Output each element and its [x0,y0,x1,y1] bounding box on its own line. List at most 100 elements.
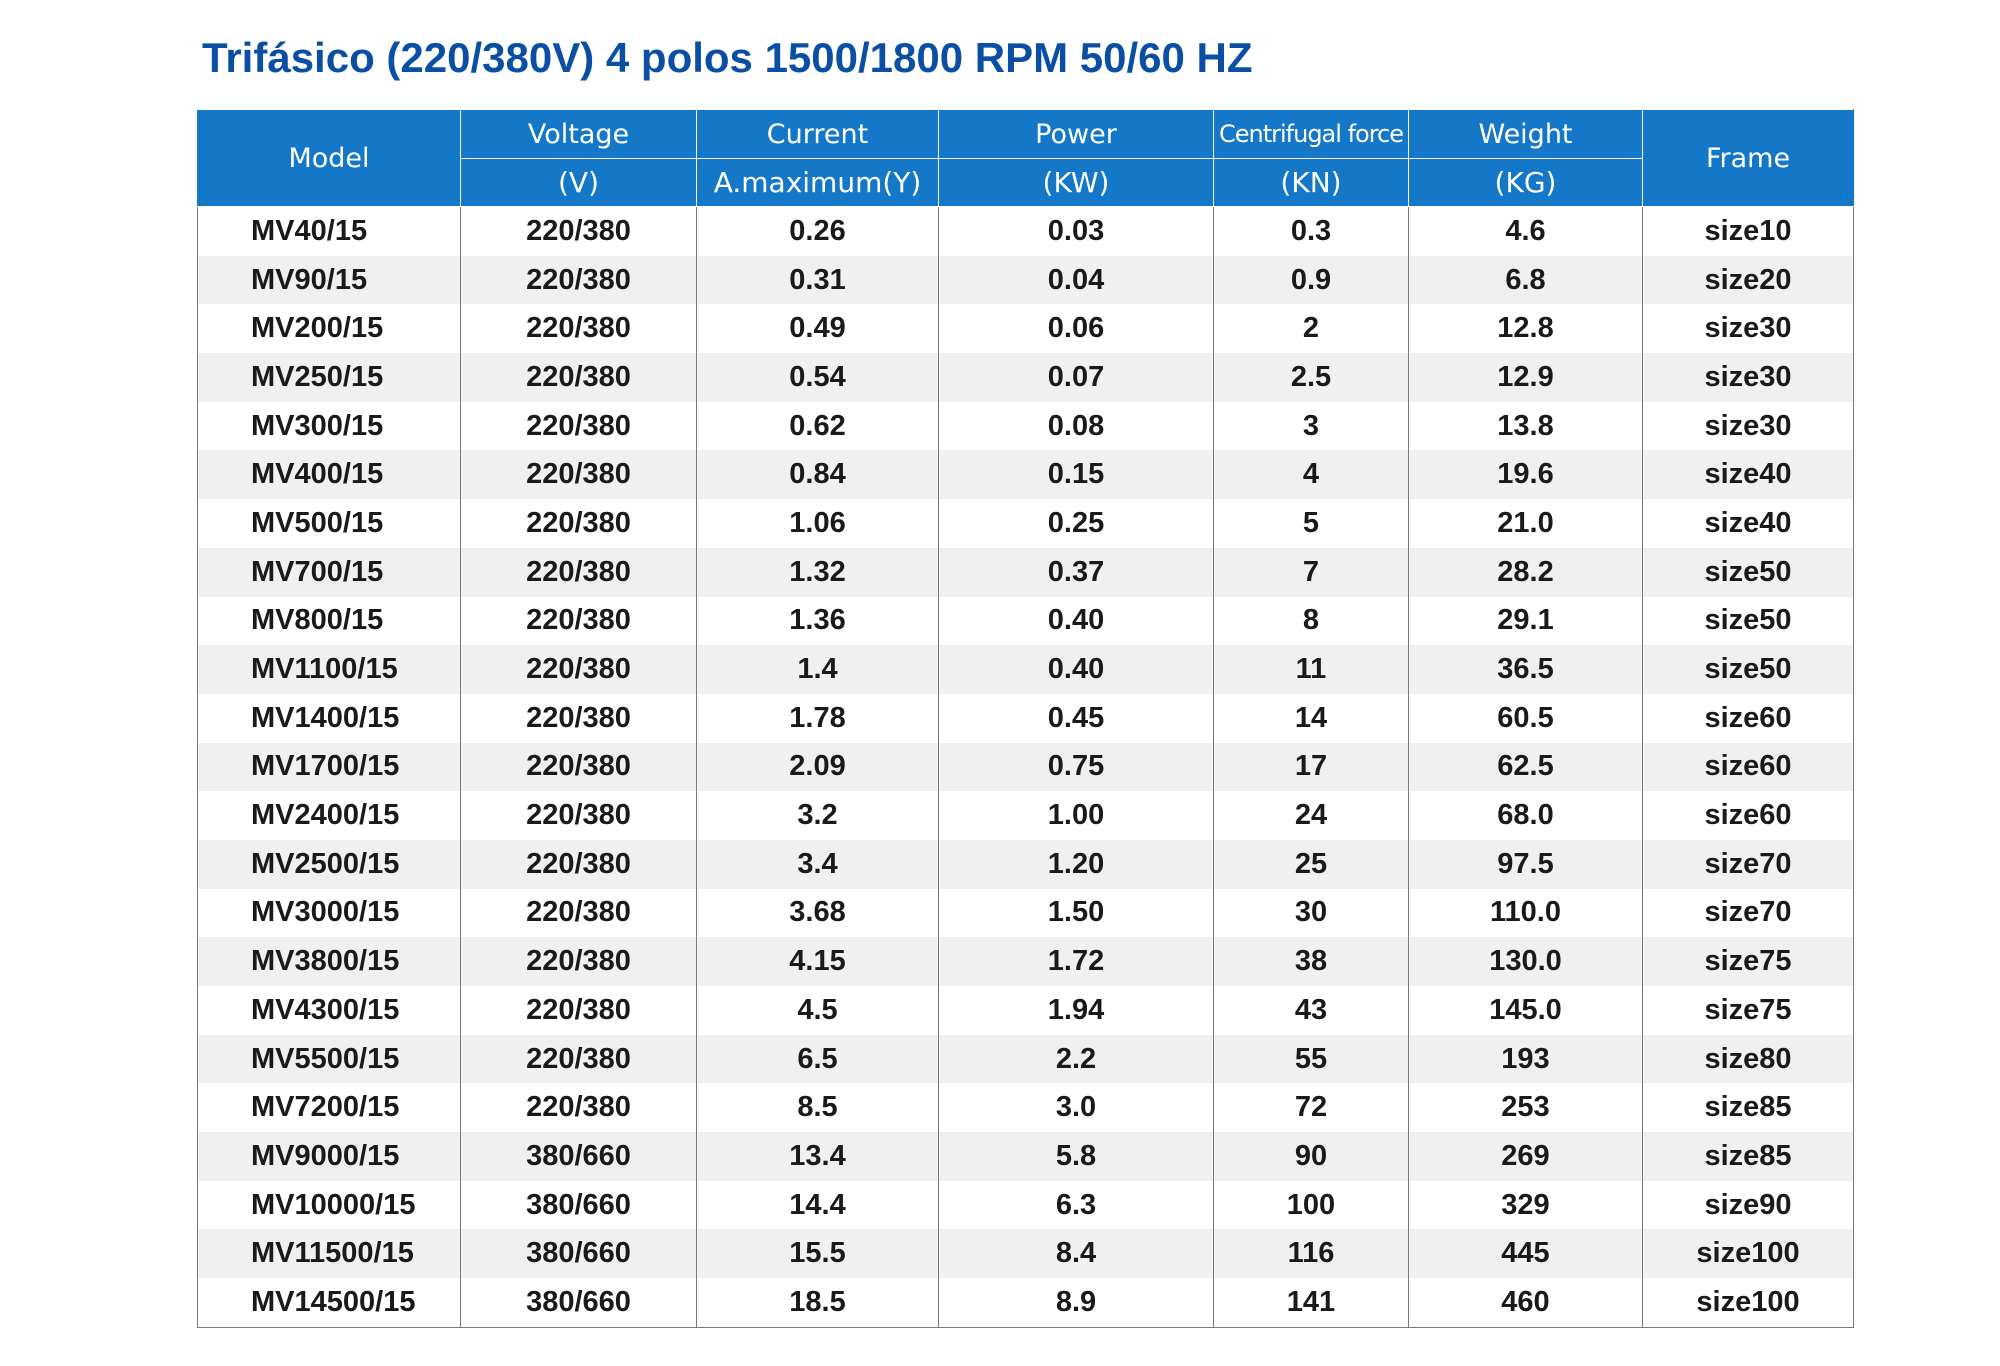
voltage-cell: 220/380 [460,937,697,986]
current-cell: 1.32 [696,547,939,597]
power-cell: 0.45 [938,693,1214,743]
weight-cell: 13.8 [1408,401,1643,451]
power-cell: 5.8 [938,1132,1214,1181]
table-row: MV9000/15 380/660 13.4 5.8 90 269 size85 [197,1132,1854,1181]
current-cell: 0.26 [696,206,939,256]
current-cell: 0.54 [696,353,939,402]
table-row: MV10000/15 380/660 14.4 6.3 100 329 size90 [197,1180,1854,1230]
voltage-cell: 220/380 [460,499,697,548]
model-cell: MV5500/15 [197,1034,461,1084]
current-cell: 4.15 [696,937,939,986]
model-cell: MV500/15 [197,499,461,548]
weight-cell: 21.0 [1408,499,1643,548]
power-cell: 8.9 [938,1278,1214,1328]
weight-cell: 193 [1408,1034,1643,1084]
current-cell: 14.4 [696,1180,939,1230]
centrifugal-force-cell: 2 [1213,304,1409,354]
voltage-cell: 380/660 [460,1229,697,1279]
centrifugal-force-cell: 2.5 [1213,353,1409,402]
power-cell: 0.37 [938,547,1214,597]
power-cell: 1.72 [938,937,1214,986]
table-row: MV2500/15 220/380 3.4 1.20 25 97.5 size70 [197,839,1854,889]
voltage-cell: 220/380 [460,742,697,792]
frame-cell: size100 [1642,1278,1854,1328]
frame-cell: size50 [1642,645,1854,694]
model-cell: MV800/15 [197,596,461,646]
weight-cell: 329 [1408,1180,1643,1230]
model-cell: MV10000/15 [197,1180,461,1230]
table-row: MV700/15 220/380 1.32 0.37 7 28.2 size50 [197,547,1854,597]
power-cell: 3.0 [938,1083,1214,1133]
voltage-cell: 220/380 [460,888,697,938]
current-cell: 1.78 [696,693,939,743]
voltage-cell: 220/380 [460,791,697,840]
voltage-cell: 220/380 [460,986,697,1035]
frame-cell: size80 [1642,1034,1854,1084]
model-cell: MV4300/15 [197,986,461,1035]
table-row: MV500/15 220/380 1.06 0.25 5 21.0 size40 [197,499,1854,548]
weight-cell: 130.0 [1408,937,1643,986]
header-power-unit: (KW) [938,158,1214,207]
frame-cell: size60 [1642,693,1854,743]
voltage-cell: 220/380 [460,693,697,743]
power-cell: 0.03 [938,206,1214,256]
frame-cell: size85 [1642,1083,1854,1133]
voltage-cell: 220/380 [460,839,697,889]
header-power: Power [938,109,1214,159]
centrifugal-force-cell: 43 [1213,986,1409,1035]
power-cell: 8.4 [938,1229,1214,1279]
weight-cell: 460 [1408,1278,1643,1328]
centrifugal-force-cell: 24 [1213,791,1409,840]
weight-cell: 28.2 [1408,547,1643,597]
centrifugal-force-cell: 141 [1213,1278,1409,1328]
current-cell: 0.84 [696,450,939,500]
power-cell: 1.94 [938,986,1214,1035]
centrifugal-force-cell: 4 [1213,450,1409,500]
weight-cell: 60.5 [1408,693,1643,743]
centrifugal-force-cell: 100 [1213,1180,1409,1230]
voltage-cell: 220/380 [460,353,697,402]
power-cell: 0.04 [938,255,1214,305]
current-cell: 1.36 [696,596,939,646]
centrifugal-force-cell: 30 [1213,888,1409,938]
table-row: MV7200/15 220/380 8.5 3.0 72 253 size85 [197,1083,1854,1133]
frame-cell: size75 [1642,937,1854,986]
power-cell: 0.40 [938,596,1214,646]
centrifugal-force-cell: 38 [1213,937,1409,986]
voltage-cell: 380/660 [460,1180,697,1230]
current-cell: 0.31 [696,255,939,305]
header-current: Current [696,109,939,159]
frame-cell: size40 [1642,499,1854,548]
current-cell: 3.68 [696,888,939,938]
weight-cell: 29.1 [1408,596,1643,646]
centrifugal-force-cell: 7 [1213,547,1409,597]
table-header: Model Voltage Current Power Centrifugal … [197,109,1854,207]
current-cell: 3.2 [696,791,939,840]
voltage-cell: 220/380 [460,645,697,694]
frame-cell: size30 [1642,401,1854,451]
header-frame: Frame [1642,109,1854,207]
frame-cell: size70 [1642,888,1854,938]
voltage-cell: 380/660 [460,1278,697,1328]
model-cell: MV14500/15 [197,1278,461,1328]
page-title: Trifásico (220/380V) 4 polos 1500/1800 R… [202,34,1253,81]
weight-cell: 145.0 [1408,986,1643,1035]
table-row: MV250/15 220/380 0.54 0.07 2.5 12.9 size30 [197,353,1854,402]
header-current-unit: A.maximum(Y) [696,158,939,207]
current-cell: 18.5 [696,1278,939,1328]
model-cell: MV3800/15 [197,937,461,986]
centrifugal-force-cell: 14 [1213,693,1409,743]
voltage-cell: 220/380 [460,304,697,354]
weight-cell: 6.8 [1408,255,1643,305]
model-cell: MV2400/15 [197,791,461,840]
header-weight-unit: (KG) [1408,158,1643,207]
centrifugal-force-cell: 8 [1213,596,1409,646]
weight-cell: 269 [1408,1132,1643,1181]
voltage-cell: 220/380 [460,401,697,451]
frame-cell: size50 [1642,547,1854,597]
table-row: MV11500/15 380/660 15.5 8.4 116 445 size100 [197,1229,1854,1279]
model-cell: MV90/15 [197,255,461,305]
voltage-cell: 380/660 [460,1132,697,1181]
current-cell: 1.4 [696,645,939,694]
frame-cell: size10 [1642,206,1854,256]
